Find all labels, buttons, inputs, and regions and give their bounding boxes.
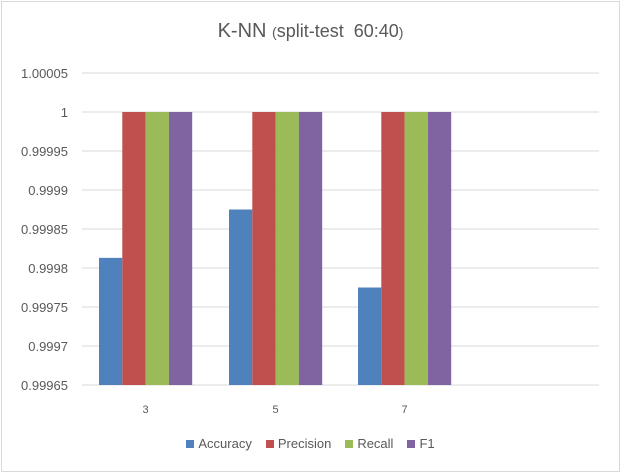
x-tick-label: 7 — [402, 404, 408, 416]
bar-precision-3 — [122, 112, 146, 385]
y-tick-label: 0.99965 — [21, 378, 68, 393]
y-tick-label: 1.00005 — [21, 66, 68, 81]
legend-swatch — [265, 439, 274, 448]
y-tick-label: 0.99975 — [21, 300, 68, 315]
bar-recall-5 — [275, 112, 299, 385]
legend-item-f1: F1 — [407, 436, 435, 451]
legend-label: Precision — [277, 436, 332, 451]
legend-label: Recall — [357, 436, 394, 451]
legend-swatch — [407, 439, 416, 448]
bar-f1-7 — [427, 112, 452, 385]
legend-label: F1 — [419, 436, 435, 451]
bar-accuracy-7 — [358, 287, 382, 385]
y-tick-label: 0.99985 — [21, 222, 68, 237]
bar-accuracy-5 — [229, 209, 253, 385]
legend: Accuracy Precision Recall F1 — [2, 436, 619, 451]
y-tick-label: 0.9997 — [28, 339, 68, 354]
legend-label: Accuracy — [198, 436, 252, 451]
x-tick-label: 5 — [273, 404, 279, 416]
legend-swatch — [345, 439, 354, 448]
bar-accuracy-3 — [99, 257, 123, 385]
bar-recall-7 — [404, 112, 428, 385]
chart-title-paren-open: ( — [272, 24, 277, 40]
chart-title-subtitle: split-test 60:40 — [276, 21, 399, 41]
y-tick-label: 1 — [61, 105, 68, 120]
y-tick-label: 0.9999 — [28, 183, 68, 198]
bar-recall-3 — [145, 112, 169, 385]
legend-item-precision: Precision — [265, 436, 332, 451]
y-tick-label: 0.99995 — [21, 144, 68, 159]
y-tick-label: 0.9998 — [28, 261, 68, 276]
x-tick-label: 3 — [143, 404, 149, 416]
bar-precision-7 — [381, 112, 405, 385]
legend-item-accuracy: Accuracy — [186, 436, 252, 451]
bar-f1-3 — [168, 112, 193, 385]
bar-f1-5 — [298, 112, 323, 385]
legend-item-recall: Recall — [345, 436, 393, 451]
chart-title-main: K-NN — [217, 20, 273, 42]
chart-title: K-NN (split-test 60:40) — [2, 20, 619, 43]
bar-precision-5 — [252, 112, 276, 385]
chart-title-paren-close: ) — [398, 24, 404, 40]
legend-swatch — [186, 439, 195, 448]
